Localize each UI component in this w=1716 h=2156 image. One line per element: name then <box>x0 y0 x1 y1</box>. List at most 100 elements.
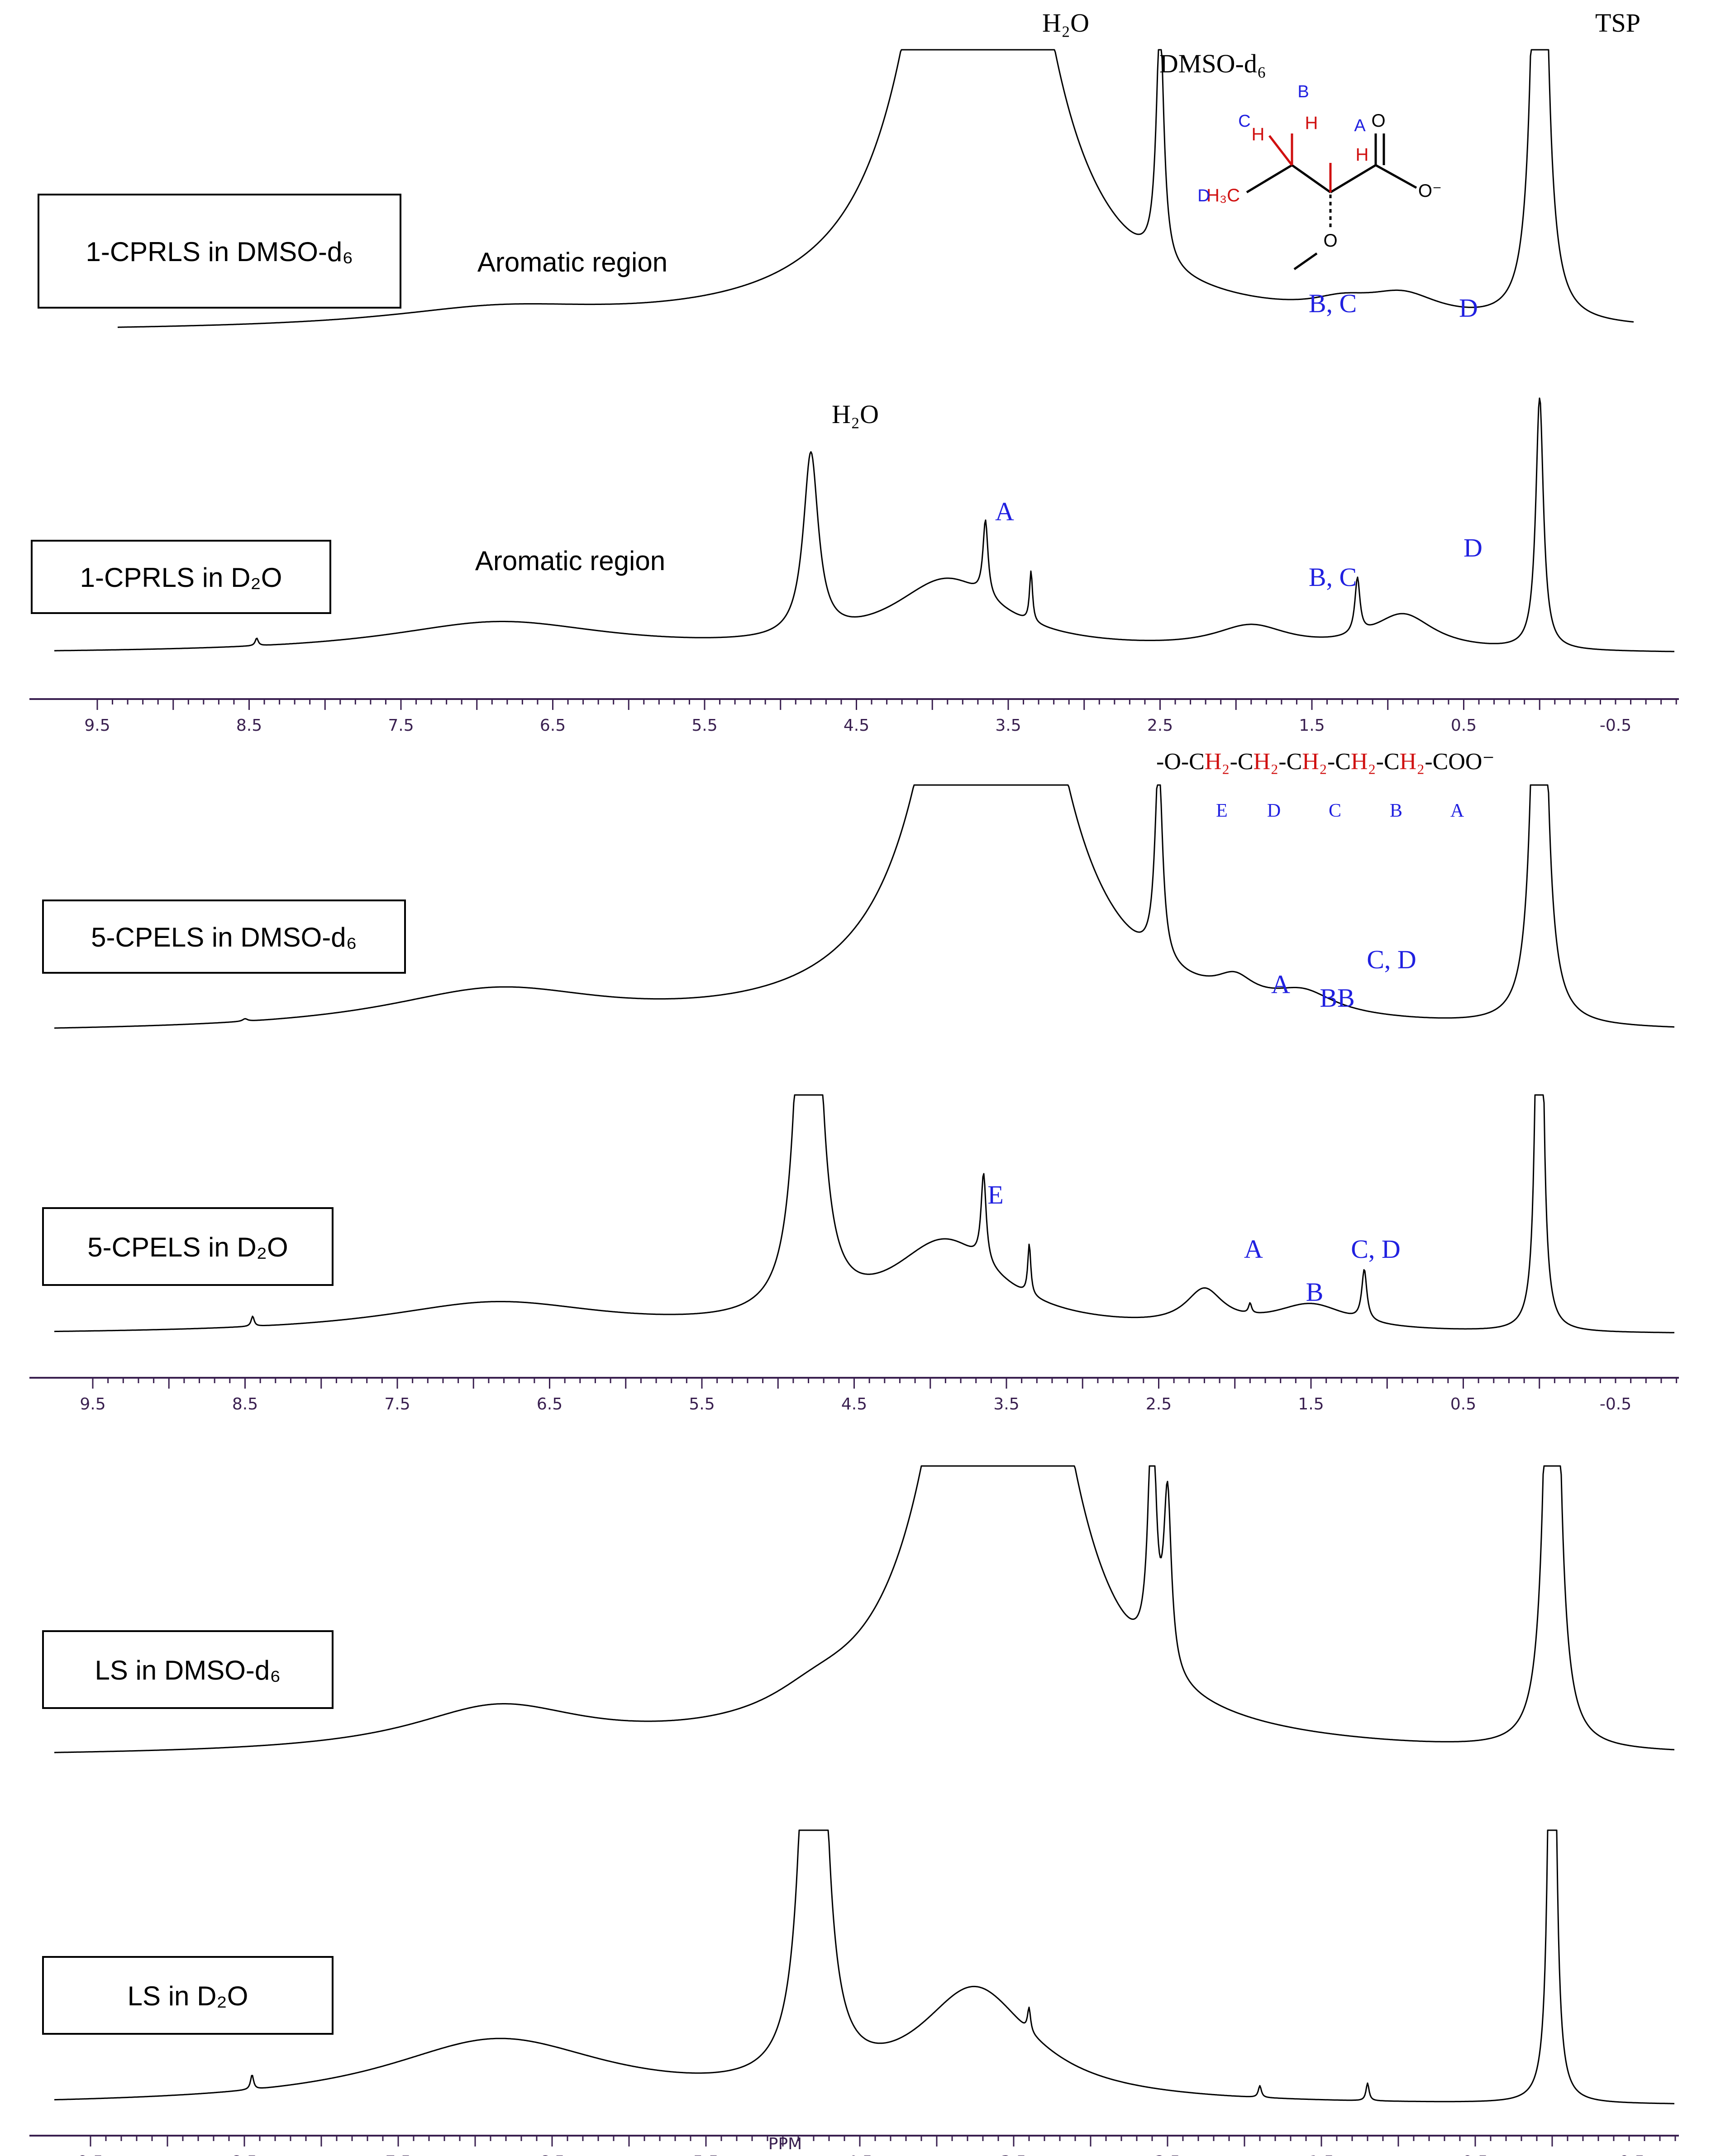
tick-label: 3.5 <box>995 716 1021 735</box>
chain-segment: -COO⁻ <box>1425 749 1495 775</box>
bond <box>1293 252 1318 271</box>
tick-label: 2.5 <box>1147 716 1173 735</box>
tick-label: -0.5 <box>1600 1395 1631 1414</box>
tick-label: 4.5 <box>844 716 869 735</box>
ppm-axis-1: 9.5 8.5 7.5 6.5 5.5 4.5 3.5 2.5 1.5 0.5 -0.5 <box>29 698 1679 735</box>
tick-label: 4.5 <box>841 1395 867 1414</box>
tick-label: 5.5 <box>691 716 717 735</box>
chain-segment: -C <box>1327 749 1351 775</box>
spectrum-trace <box>118 49 1634 328</box>
tick-label: 8.5 <box>236 716 262 735</box>
spectrum-trace <box>54 397 1674 652</box>
peak-label: B, C <box>1309 562 1357 592</box>
sample-label: LS in D₂O <box>128 1981 248 2011</box>
dmso-label: DMSO-d₆ <box>1159 49 1266 78</box>
peak-label: A <box>1271 970 1290 999</box>
spectrum-6: LS in D₂O <box>42 1829 1674 2104</box>
h-label: H <box>1356 145 1369 165</box>
tick-label: -0.5 <box>1613 2153 1645 2156</box>
sample-label: 5-CPELS in D₂O <box>87 1232 288 1262</box>
site-label: E <box>1216 800 1228 821</box>
tick-label: 7.5 <box>384 1395 410 1414</box>
bond <box>1291 164 1331 194</box>
sample-label-box <box>31 540 331 614</box>
sample-label: 1-CPRLS in D₂O <box>80 562 282 593</box>
tick-label: 7.5 <box>388 716 414 735</box>
spectrum-trace <box>54 784 1675 1029</box>
methyl-label: H₃C <box>1206 186 1240 205</box>
peak-label: A <box>1244 1234 1263 1264</box>
tick-label: 4.5 <box>847 2153 872 2156</box>
tick-label: 9.5 <box>80 1395 105 1414</box>
spectrum-2: 1-CPRLS in D₂O <box>31 397 1674 652</box>
tick-label: 3.5 <box>1001 2153 1026 2156</box>
cpels-chain: -O-CH₂-CH₂-CH₂-CH₂-CH₂-COO⁻E D C B A <box>1156 749 1495 821</box>
h-label: H <box>1305 113 1318 133</box>
o-minus-label: O⁻ <box>1418 181 1442 201</box>
site-label: C <box>1329 800 1341 821</box>
sample-label-box <box>42 900 406 974</box>
sample-label-box <box>42 1630 334 1709</box>
spectrum-trace <box>54 1465 1675 1753</box>
chain-h2: H₂ <box>1351 749 1376 775</box>
peak-label: B, C <box>1309 289 1357 318</box>
site-label: C <box>1238 112 1250 131</box>
chain-segment: -O-C <box>1156 749 1205 775</box>
sample-label-box <box>42 1956 334 2035</box>
tick-label: 9.5 <box>84 716 110 735</box>
bond <box>1330 164 1377 194</box>
tick-label: 7.5 <box>385 2153 411 2156</box>
chain-segment: -C <box>1278 749 1302 775</box>
site-label: D <box>1197 186 1210 205</box>
tick-label: 6.5 <box>539 2153 565 2156</box>
chain-segment: -C <box>1230 749 1254 775</box>
bond <box>1246 164 1293 194</box>
peak-label: B <box>1306 1277 1324 1307</box>
water-label: H₂O <box>1042 8 1089 38</box>
peak-label: E <box>987 1180 1003 1209</box>
tick-label: 3.5 <box>993 1395 1019 1414</box>
tick-label: 9.5 <box>77 2153 103 2156</box>
peak-label: A <box>995 497 1014 526</box>
sample-label: 5-CPELS in DMSO-d₆ <box>91 922 357 952</box>
tick-label: 6.5 <box>537 1395 562 1414</box>
chain-h2: H₂ <box>1205 749 1230 775</box>
spectrum-4: 5-CPELS in D₂O <box>42 1094 1675 1333</box>
tick-label: 5.5 <box>689 1395 715 1414</box>
tick-label: 2.5 <box>1146 1395 1172 1414</box>
peak-label: C, D <box>1351 1234 1401 1264</box>
sample-label: LS in DMSO-d₆ <box>95 1655 281 1685</box>
tick-label: 2.5 <box>1154 2153 1180 2156</box>
water-peak-label: H₂O <box>832 400 879 429</box>
chain-segment: -C <box>1376 749 1400 775</box>
bond-h <box>1268 135 1293 166</box>
tick-label: 6.5 <box>540 716 566 735</box>
site-label: A <box>1450 800 1464 821</box>
chain-formula: -O-CH₂-CH₂-CH₂-CH₂-CH₂-COO⁻ <box>1156 749 1495 775</box>
peak-label: D <box>1459 293 1478 323</box>
site-label: A <box>1354 116 1366 135</box>
site-label: B <box>1390 800 1402 821</box>
tick-label: -0.5 <box>1600 716 1631 735</box>
tick-label: 5.5 <box>693 2153 719 2156</box>
tsp-label: TSP <box>1595 8 1640 38</box>
tick-label: 1.5 <box>1299 716 1325 735</box>
peak-label: D <box>1463 533 1482 562</box>
axis-unit-label: PPM <box>768 2135 802 2153</box>
sample-label-box <box>38 194 401 309</box>
tick-label: 0.5 <box>1451 716 1477 735</box>
peak-label: C, D <box>1367 945 1416 974</box>
spectrum-3: 5-CPELS in DMSO-d₆ <box>42 784 1675 1029</box>
tick-label: 1.5 <box>1298 1395 1324 1414</box>
ppm-axis-2: 9.5 8.5 7.5 6.5 5.5 4.5 3.5 2.5 1.5 0.5 -0.5 <box>29 1377 1679 1414</box>
spectrum-trace <box>54 1829 1674 2104</box>
chain-h2: H₂ <box>1302 749 1327 775</box>
sample-label-box <box>42 1207 334 1286</box>
tick-label: 8.5 <box>232 1395 258 1414</box>
tick-label: 8.5 <box>231 2153 257 2156</box>
o-label: O <box>1371 111 1385 131</box>
tick-label: 0.5 <box>1462 2153 1488 2156</box>
